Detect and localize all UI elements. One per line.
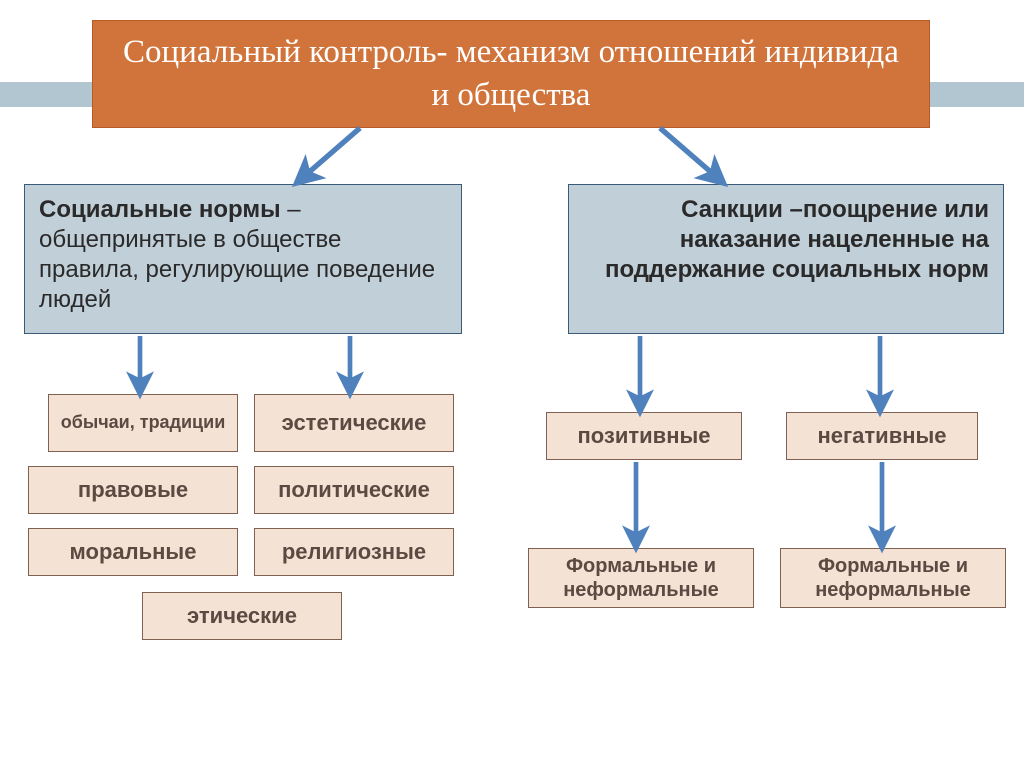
arrows-layer <box>0 0 1024 767</box>
